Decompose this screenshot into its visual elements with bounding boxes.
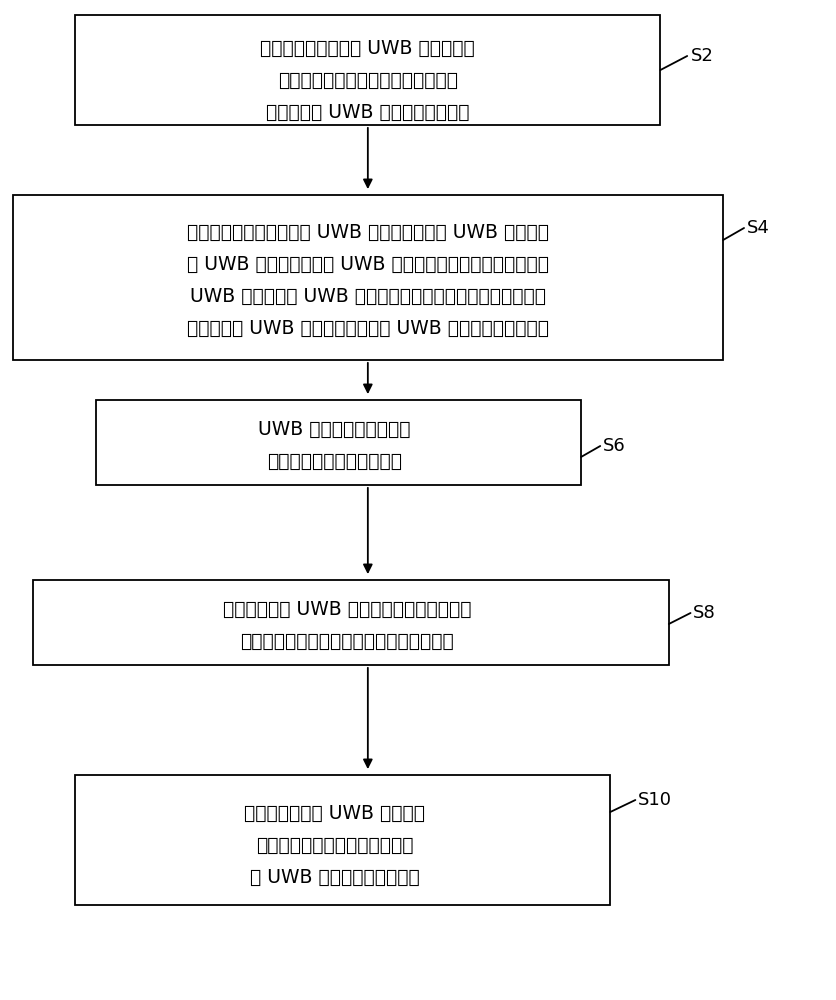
FancyBboxPatch shape	[13, 195, 723, 360]
Text: 定位引擎对每个 UWB 定位标签: 定位引擎对每个 UWB 定位标签	[244, 804, 425, 822]
Text: S2: S2	[691, 47, 713, 65]
Text: S10: S10	[638, 791, 672, 809]
FancyBboxPatch shape	[75, 775, 610, 905]
Text: 的位置信息进行位置解算，以获: 的位置信息进行位置解算，以获	[256, 836, 413, 854]
FancyBboxPatch shape	[96, 400, 581, 485]
Text: 戳，以获取 UWB 定位标签相对多个 UWB 定位信标的位置信息: 戳，以获取 UWB 定位标签相对多个 UWB 定位信标的位置信息	[186, 318, 549, 338]
Text: S6: S6	[603, 437, 625, 455]
Text: UWB 定位标签将带有时间: UWB 定位标签将带有时间	[258, 419, 410, 438]
Text: 与 UWB 定位信标之间以 UWB 信号周期性地收发数据帧，同时: 与 UWB 定位信标之间以 UWB 信号周期性地收发数据帧，同时	[186, 254, 549, 273]
Text: 按照预设规律布设各 UWB 定位信标，: 按照预设规律布设各 UWB 定位信标，	[261, 38, 475, 57]
Text: 得 UWB 定位标签的位置坐标: 得 UWB 定位标签的位置坐标	[249, 867, 420, 886]
Text: 建立定位区域的相对位置坐标系，测: 建立定位区域的相对位置坐标系，测	[278, 70, 458, 90]
FancyBboxPatch shape	[75, 15, 660, 125]
Text: 通信基站接收 UWB 定位标签发送过来带有时: 通信基站接收 UWB 定位标签发送过来带有时	[222, 599, 472, 618]
Text: 间戳的数据帧，并将数据帧传送至定位引擎: 间戳的数据帧，并将数据帧传送至定位引擎	[240, 632, 454, 650]
FancyBboxPatch shape	[33, 580, 669, 665]
Text: S8: S8	[693, 604, 716, 622]
Text: 量并记录各 UWB 定位信标的坐标值: 量并记录各 UWB 定位信标的坐标值	[266, 102, 470, 121]
Text: S4: S4	[747, 219, 769, 237]
Text: 在需要定位的目标上设置 UWB 定位标签，每个 UWB 定位标签: 在需要定位的目标上设置 UWB 定位标签，每个 UWB 定位标签	[186, 223, 549, 241]
Text: UWB 定位信标和 UWB 定位标签记录发送和接收数据帧的时间: UWB 定位信标和 UWB 定位标签记录发送和接收数据帧的时间	[190, 286, 546, 306]
Text: 戳的数据帧回传至通信基站: 戳的数据帧回传至通信基站	[267, 452, 402, 471]
